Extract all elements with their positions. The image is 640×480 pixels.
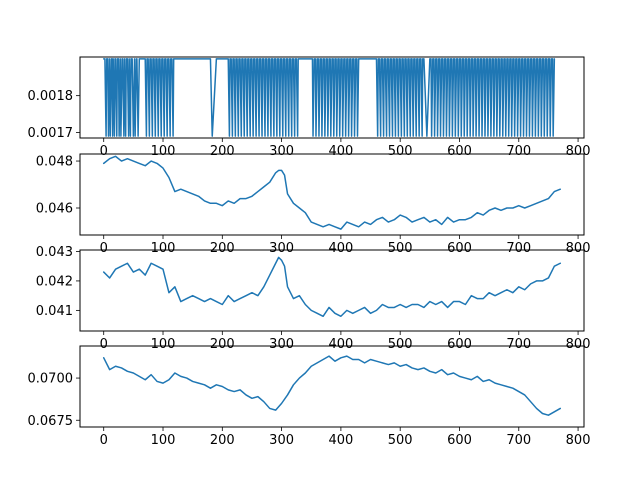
y-tick-label: 0.048 (36, 155, 73, 170)
x-tick-label: 600 (447, 433, 472, 448)
y-tick-label: 0.046 (36, 202, 73, 217)
x-tick-label: 800 (566, 241, 591, 256)
series-line-1-1 (102, 58, 556, 137)
y-tick-label: 0.0675 (28, 414, 74, 429)
subplot-2: 0 100 200 300 400 500 600 700 800 0.046 0.048 (36, 153, 591, 256)
x-tick-label: 800 (566, 433, 591, 448)
x-tick-label: 700 (506, 241, 531, 256)
x-tick-label: 500 (388, 144, 413, 159)
subplot-4: 0 100 200 300 400 500 600 700 800 0.0675 0.0700 (28, 345, 591, 448)
series-line-2-1 (102, 155, 562, 230)
x-tick-label: 800 (566, 144, 591, 159)
x-tick-label: 100 (151, 337, 176, 352)
x-tick-label: 500 (388, 433, 413, 448)
y-tick-label: 0.042 (36, 274, 73, 289)
axes-frame-4 (79, 345, 585, 428)
x-tick-label: 200 (210, 144, 235, 159)
x-tick-label: 100 (151, 433, 176, 448)
x-tick-label: 300 (269, 433, 294, 448)
axes-frame-3 (79, 249, 585, 332)
x-tick-label: 400 (328, 241, 353, 256)
y-tick-label: 0.0017 (28, 126, 74, 141)
y-tick-label: 0.0700 (28, 372, 74, 387)
y-tick-label: 0.043 (36, 245, 73, 260)
y-tick-label: 0.0018 (28, 89, 74, 104)
x-tick-label: 0 (100, 241, 108, 256)
subplots: 0 100 200 300 400 500 600 700 800 0.0017 0.0018 0 10… (28, 56, 591, 448)
x-tick-label: 200 (210, 433, 235, 448)
x-tick-label: 700 (506, 433, 531, 448)
x-tick-label: 300 (269, 337, 294, 352)
x-tick-label: 700 (506, 144, 531, 159)
x-tick-label: 0 (100, 433, 108, 448)
x-tick-label: 400 (328, 337, 353, 352)
x-tick-label: 300 (269, 144, 294, 159)
x-tick-label: 300 (269, 241, 294, 256)
x-tick-label: 500 (388, 241, 413, 256)
x-tick-label: 200 (210, 241, 235, 256)
x-tick-label: 600 (447, 144, 472, 159)
x-tick-label: 400 (328, 144, 353, 159)
x-tick-label: 400 (328, 433, 353, 448)
x-tick-label: 500 (388, 337, 413, 352)
axes-frame-1 (79, 56, 585, 139)
x-tick-label: 0 (100, 144, 108, 159)
series-line-4-1 (102, 355, 562, 416)
x-tick-label: 600 (447, 241, 472, 256)
x-tick-label: 0 (100, 337, 108, 352)
series-line-3-1 (102, 256, 562, 318)
y-tick-label: 0.041 (36, 304, 73, 319)
x-tick-label: 200 (210, 337, 235, 352)
x-tick-label: 700 (506, 337, 531, 352)
subplot-1: 0 100 200 300 400 500 600 700 800 0.0017 0.0018 (28, 56, 591, 159)
x-tick-label: 800 (566, 337, 591, 352)
subplot-3: 0 100 200 300 400 500 600 700 800 0.041 0.042 0.043 (36, 245, 591, 352)
x-tick-label: 600 (447, 337, 472, 352)
x-tick-label: 100 (151, 144, 176, 159)
x-tick-label: 100 (151, 241, 176, 256)
axes-frame-2 (79, 153, 585, 236)
